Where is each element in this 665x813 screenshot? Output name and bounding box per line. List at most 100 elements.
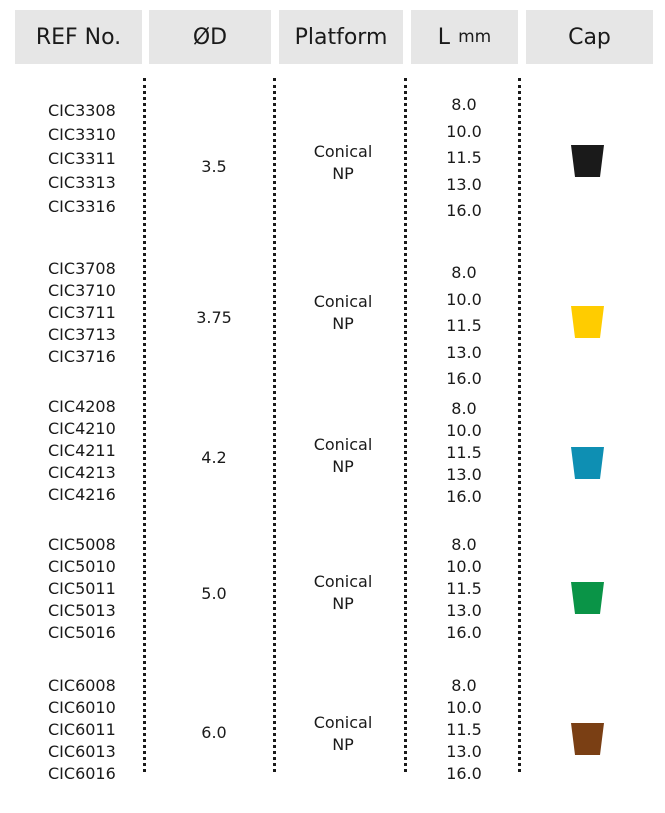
ref-number: CIC3713 xyxy=(48,325,116,344)
length-value: 10.0 xyxy=(446,557,482,576)
length-value: 11.5 xyxy=(446,316,482,335)
length-list: 8.0 10.0 11.5 13.0 16.0 xyxy=(414,675,514,785)
header-diameter-label: ØD xyxy=(192,24,228,50)
length-list: 8.0 10.0 11.5 13.0 16.0 xyxy=(414,92,514,225)
ref-number: CIC6008 xyxy=(48,676,116,695)
length-list: 8.0 10.0 11.5 13.0 16.0 xyxy=(414,534,514,644)
ref-number: CIC3313 xyxy=(48,173,116,192)
header-ref: REF No. xyxy=(15,10,142,64)
ref-list: CIC3708 CIC3710 CIC3711 CIC3713 CIC3716 xyxy=(48,258,116,368)
ref-list: CIC6008 CIC6010 CIC6011 CIC6013 CIC6016 xyxy=(48,675,116,785)
ref-number: CIC5008 xyxy=(48,535,116,554)
header-cap-label: Cap xyxy=(568,24,611,50)
column-divider xyxy=(404,78,407,772)
cap-shape xyxy=(571,145,604,177)
diameter-value: 6.0 xyxy=(201,723,227,742)
ref-list: CIC3308 CIC3310 CIC3311 CIC3313 CIC3316 xyxy=(48,99,116,219)
ref-number: CIC6011 xyxy=(48,720,116,739)
length-value: 16.0 xyxy=(446,623,482,642)
platform-size: NP xyxy=(332,457,354,476)
length-value: 10.0 xyxy=(446,421,482,440)
ref-number: CIC5013 xyxy=(48,601,116,620)
platform-type: Conical xyxy=(313,292,373,311)
platform-cell: Conical NP xyxy=(280,434,406,478)
platform-type: Conical xyxy=(313,142,373,161)
platform-type: Conical xyxy=(313,713,373,732)
ref-number: CIC3310 xyxy=(48,125,116,144)
length-value: 8.0 xyxy=(451,676,477,695)
cap-shape xyxy=(571,723,604,755)
platform-size: NP xyxy=(332,594,354,613)
diameter-value: 3.75 xyxy=(196,308,232,327)
header-diameter: ØD xyxy=(149,10,271,64)
length-value: 16.0 xyxy=(446,201,482,220)
ref-number: CIC5010 xyxy=(48,557,116,576)
diameter-value: 3.5 xyxy=(201,157,227,176)
column-divider xyxy=(518,78,521,772)
length-value: 8.0 xyxy=(451,95,477,114)
length-value: 8.0 xyxy=(451,263,477,282)
platform-type: Conical xyxy=(313,435,373,454)
length-value: 16.0 xyxy=(446,487,482,506)
ref-list: CIC4208 CIC4210 CIC4211 CIC4213 CIC4216 xyxy=(48,396,116,506)
ref-number: CIC6010 xyxy=(48,698,116,717)
platform-size: NP xyxy=(332,735,354,754)
length-list: 8.0 10.0 11.5 13.0 16.0 xyxy=(414,260,514,393)
length-value: 10.0 xyxy=(446,121,482,141)
length-value: 8.0 xyxy=(451,399,477,418)
length-value: 16.0 xyxy=(446,764,482,783)
header-length-label: L xyxy=(437,24,451,50)
header-cap: Cap xyxy=(526,10,653,64)
platform-size: NP xyxy=(332,164,354,183)
ref-number: CIC4216 xyxy=(48,485,116,504)
length-list: 8.0 10.0 11.5 13.0 16.0 xyxy=(414,398,514,508)
length-value: 13.0 xyxy=(446,465,482,484)
length-value: 16.0 xyxy=(446,369,482,388)
length-value: 10.0 xyxy=(446,698,482,717)
cap-color-swatch xyxy=(571,447,604,479)
header-platform: Platform xyxy=(279,10,403,64)
platform-cell: Conical NP xyxy=(280,141,406,185)
ref-number: CIC5011 xyxy=(48,579,116,598)
diameter-value: 5.0 xyxy=(201,584,227,603)
ref-number: CIC3711 xyxy=(48,303,116,322)
length-value: 13.0 xyxy=(446,174,482,194)
ref-number: CIC4208 xyxy=(48,397,116,416)
ref-number: CIC4211 xyxy=(48,441,116,460)
cap-shape xyxy=(571,306,604,338)
ref-number: CIC3708 xyxy=(48,259,116,278)
length-value: 13.0 xyxy=(446,601,482,620)
cap-color-swatch xyxy=(571,723,604,755)
ref-number: CIC6013 xyxy=(48,742,116,761)
length-value: 11.5 xyxy=(446,148,482,167)
length-value: 10.0 xyxy=(446,289,482,309)
platform-type: Conical xyxy=(313,572,373,591)
column-divider xyxy=(143,78,146,772)
length-value: 8.0 xyxy=(451,535,477,554)
ref-number: CIC3311 xyxy=(48,149,116,168)
cap-color-swatch xyxy=(571,306,604,338)
diameter-value: 4.2 xyxy=(201,448,227,467)
ref-number: CIC5016 xyxy=(48,623,116,642)
ref-list: CIC5008 CIC5010 CIC5011 CIC5013 CIC5016 xyxy=(48,534,116,644)
ref-number: CIC4210 xyxy=(48,419,116,438)
header-platform-label: Platform xyxy=(294,24,388,50)
column-divider xyxy=(273,78,276,772)
platform-cell: Conical NP xyxy=(280,291,406,335)
header-ref-label: REF No. xyxy=(35,24,122,50)
platform-cell: Conical NP xyxy=(280,712,406,756)
ref-number: CIC6016 xyxy=(48,764,116,783)
platform-size: NP xyxy=(332,314,354,333)
ref-number: CIC3716 xyxy=(48,347,116,366)
length-value: 13.0 xyxy=(446,742,482,761)
header-length-unit: mm xyxy=(458,27,492,47)
length-value: 11.5 xyxy=(446,720,482,739)
platform-cell: Conical NP xyxy=(280,571,406,615)
cap-shape xyxy=(571,447,604,479)
length-value: 11.5 xyxy=(446,579,482,598)
ref-number: CIC3308 xyxy=(48,101,116,120)
header-length: L mm xyxy=(411,10,518,64)
cap-color-swatch xyxy=(571,145,604,177)
cap-shape xyxy=(571,582,604,614)
ref-number: CIC4213 xyxy=(48,463,116,482)
